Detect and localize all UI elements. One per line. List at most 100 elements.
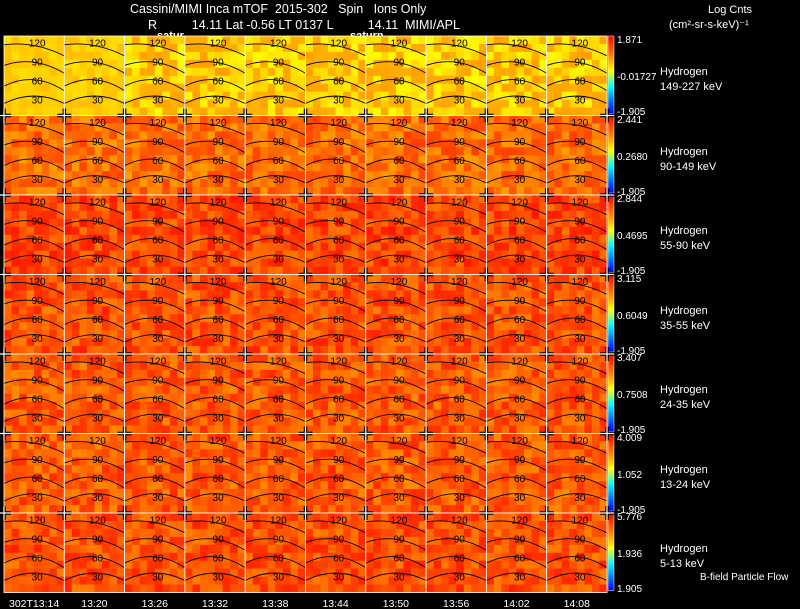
- contour-label: 30: [574, 414, 586, 425]
- time-tick-label: 13:20: [81, 598, 107, 609]
- contour-label: 60: [152, 236, 164, 247]
- panel-r0-c1: 120 90 60 30: [63, 35, 126, 116]
- panel-r4-c9: 120 90 60 30: [546, 353, 608, 434]
- panel-r5-c7: 120 90 60 30: [425, 433, 487, 514]
- time-tick-label: 13:32: [202, 598, 228, 609]
- contour-label: 60: [574, 315, 586, 326]
- contour-label: 60: [454, 474, 466, 485]
- contour-label: 60: [333, 77, 345, 88]
- panel-r2-c3: 120 90 60 30: [184, 194, 246, 275]
- contour-label: 30: [213, 96, 225, 107]
- contour-label: 90: [273, 375, 285, 386]
- panel-r4-c0: 120 90 60 30: [3, 353, 65, 434]
- contour-label: 30: [454, 175, 466, 186]
- contour-label: 120: [451, 118, 468, 129]
- contour-label: 30: [32, 414, 44, 425]
- panel-r4-c5: 120 90 60 30: [305, 353, 367, 434]
- contour-label: 30: [574, 175, 586, 186]
- panel-r4-c1: 120 90 60 30: [63, 353, 126, 434]
- contour-label: 90: [333, 455, 345, 466]
- contour-label: 60: [92, 156, 104, 167]
- contour-label: 90: [92, 216, 104, 227]
- contour-label: 30: [152, 96, 164, 107]
- contour-label: 30: [333, 414, 345, 425]
- contour-label: 30: [454, 96, 466, 107]
- units-label: Log Cnts: [708, 4, 753, 16]
- contour-label: 120: [210, 515, 227, 526]
- contour-label: 120: [330, 118, 347, 129]
- contour-label: 30: [574, 334, 586, 345]
- contour-label: 60: [514, 474, 526, 485]
- contour-label: 90: [273, 57, 285, 68]
- contour-label: 90: [92, 296, 104, 307]
- contour-label: 120: [451, 356, 468, 367]
- contour-label: 90: [152, 57, 164, 68]
- colorbar-tick-label: 3.115: [617, 273, 642, 285]
- contour-label: 60: [32, 395, 44, 406]
- contour-label: 120: [210, 197, 227, 208]
- contour-label: 60: [514, 395, 526, 406]
- contour-label: 120: [391, 118, 408, 129]
- contour-label: 90: [574, 57, 586, 68]
- contour-label: 30: [514, 96, 526, 107]
- colorbar-tick-label: 2.844: [617, 194, 643, 205]
- contour-label: 120: [149, 197, 166, 208]
- contour-label: 120: [270, 197, 287, 208]
- contour-label: 60: [32, 236, 44, 247]
- panel-r3-c3: 120 90 60 30: [184, 274, 246, 355]
- contour-label: 120: [511, 277, 528, 288]
- contour-label: 90: [454, 455, 466, 466]
- panel-r3-c1: 120 90 60 30: [63, 274, 126, 355]
- contour-label: 90: [32, 57, 44, 68]
- contour-label: 90: [92, 375, 104, 386]
- contour-label: 90: [393, 137, 405, 148]
- chart-title: Cassini/MIMI Inca mTOF 2015-302 Spin Ion…: [130, 2, 427, 16]
- time-tick-label: 13:44: [322, 598, 348, 609]
- contour-label: 30: [92, 334, 104, 345]
- time-tick-label: 13:38: [262, 598, 288, 609]
- contour-label: 60: [393, 474, 405, 485]
- contour-label: 30: [333, 573, 345, 584]
- colorbar-tick-label: -1.905: [617, 345, 646, 357]
- contour-label: 120: [89, 436, 106, 447]
- row-label: Hydrogen 24-35 keV: [660, 383, 710, 413]
- contour-label: 60: [213, 554, 225, 565]
- contour-label: 90: [152, 216, 164, 227]
- contour-label: 30: [152, 493, 164, 504]
- colorbar-6: [607, 512, 615, 591]
- contour-label: 30: [333, 493, 345, 504]
- contour-label: 60: [92, 474, 104, 485]
- contour-label: 60: [273, 156, 285, 167]
- contour-label: 120: [29, 356, 46, 367]
- contour-label: 120: [210, 118, 227, 129]
- contour-label: 30: [32, 493, 44, 504]
- contour-label: 60: [393, 554, 405, 565]
- contour-label: 60: [333, 236, 345, 247]
- panel-r6-c6: 120 90 60 30: [365, 512, 427, 593]
- energy-label: 90-149 keV: [660, 160, 717, 173]
- panel-r3-c5: 120 90 60 30: [305, 274, 367, 355]
- contour-label: 120: [451, 277, 468, 288]
- contour-label: 30: [32, 573, 44, 584]
- contour-label: 120: [330, 38, 347, 49]
- panel-r5-c6: 120 90 60 30: [365, 433, 427, 514]
- panel-r5-c0: 120 90 60 30: [3, 433, 65, 514]
- contour-label: 30: [273, 334, 285, 345]
- contour-label: 60: [213, 315, 225, 326]
- contour-label: 90: [333, 534, 345, 545]
- contour-label: 60: [454, 156, 466, 167]
- panel-r0-c8: 120 90 60 30: [485, 35, 548, 116]
- contour-label: 90: [32, 455, 44, 466]
- panel-r1-c7: 120 90 60 30: [425, 115, 487, 196]
- contour-label: 120: [89, 356, 106, 367]
- contour-label: 90: [574, 375, 586, 386]
- contour-label: 120: [330, 277, 347, 288]
- contour-label: 90: [514, 137, 526, 148]
- panel-r2-c5: 120 90 60 30: [305, 194, 367, 275]
- colorbar-tick-label: -1.905: [617, 266, 646, 277]
- contour-label: 90: [514, 57, 526, 68]
- contour-label: 60: [393, 156, 405, 167]
- contour-label: 90: [393, 57, 405, 68]
- contour-label: 30: [393, 255, 405, 266]
- contour-label: 30: [92, 573, 104, 584]
